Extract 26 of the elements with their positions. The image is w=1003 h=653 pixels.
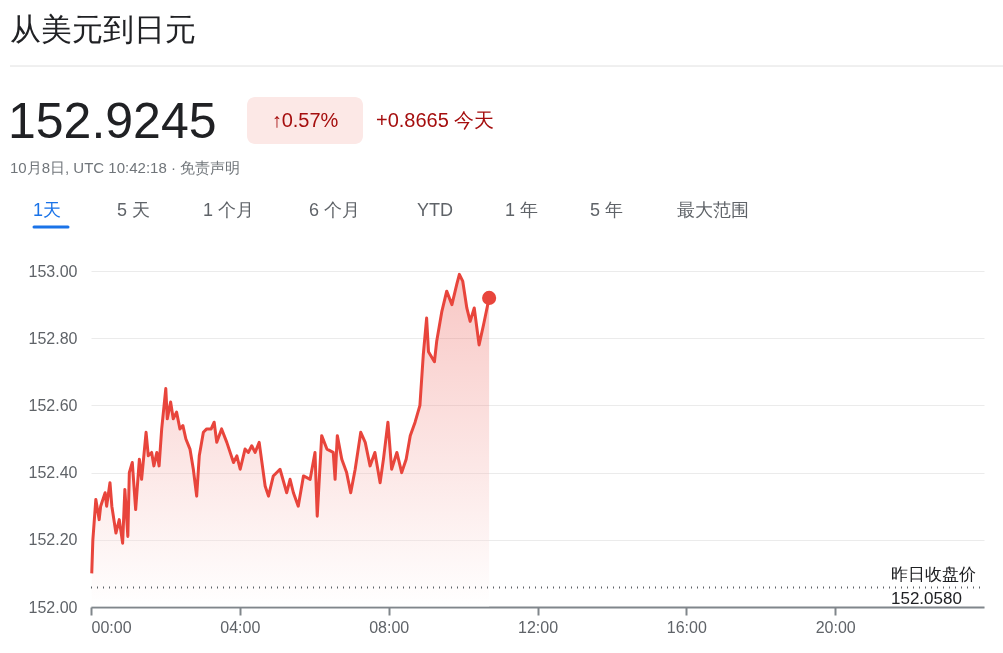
text: 最大范围: [677, 200, 749, 220]
y-tick-label: 153.00: [28, 262, 78, 280]
text: 1 年: [505, 200, 539, 220]
text: 6 个月: [309, 200, 361, 220]
text: 1 个月: [203, 200, 255, 220]
x-tick-label: 08:00: [369, 618, 410, 636]
x-tick-label: 04:00: [220, 618, 261, 636]
chart-subtitle: 152.9245: [8, 93, 217, 149]
x-tick-label: 16:00: [666, 618, 707, 636]
text: 10月8日, UTC 10:42:18 · 免责声明: [10, 159, 241, 176]
text: 5 天: [117, 200, 151, 220]
y-tick-label: 152.60: [28, 396, 78, 414]
y-tick-label: 152.40: [28, 464, 78, 482]
ref-line-label: 昨日收盘价 152.0580: [891, 564, 976, 608]
text: 5 年: [590, 200, 624, 220]
x-tick-label: 00:00: [91, 618, 132, 636]
x-tick-label: 12:00: [517, 618, 559, 636]
text: +0.8665 今天: [376, 109, 495, 131]
text: ↑0.57%: [271, 109, 339, 131]
x-tick-label: 20:00: [815, 618, 856, 636]
chart-title: 从美元到日元: [10, 12, 196, 47]
y-tick-label: 152.80: [28, 329, 78, 347]
y-tick-label: 152.00: [28, 598, 78, 616]
text: YTD: [417, 200, 453, 220]
y-tick-label: 152.20: [28, 531, 78, 549]
text: 1天: [33, 200, 62, 220]
